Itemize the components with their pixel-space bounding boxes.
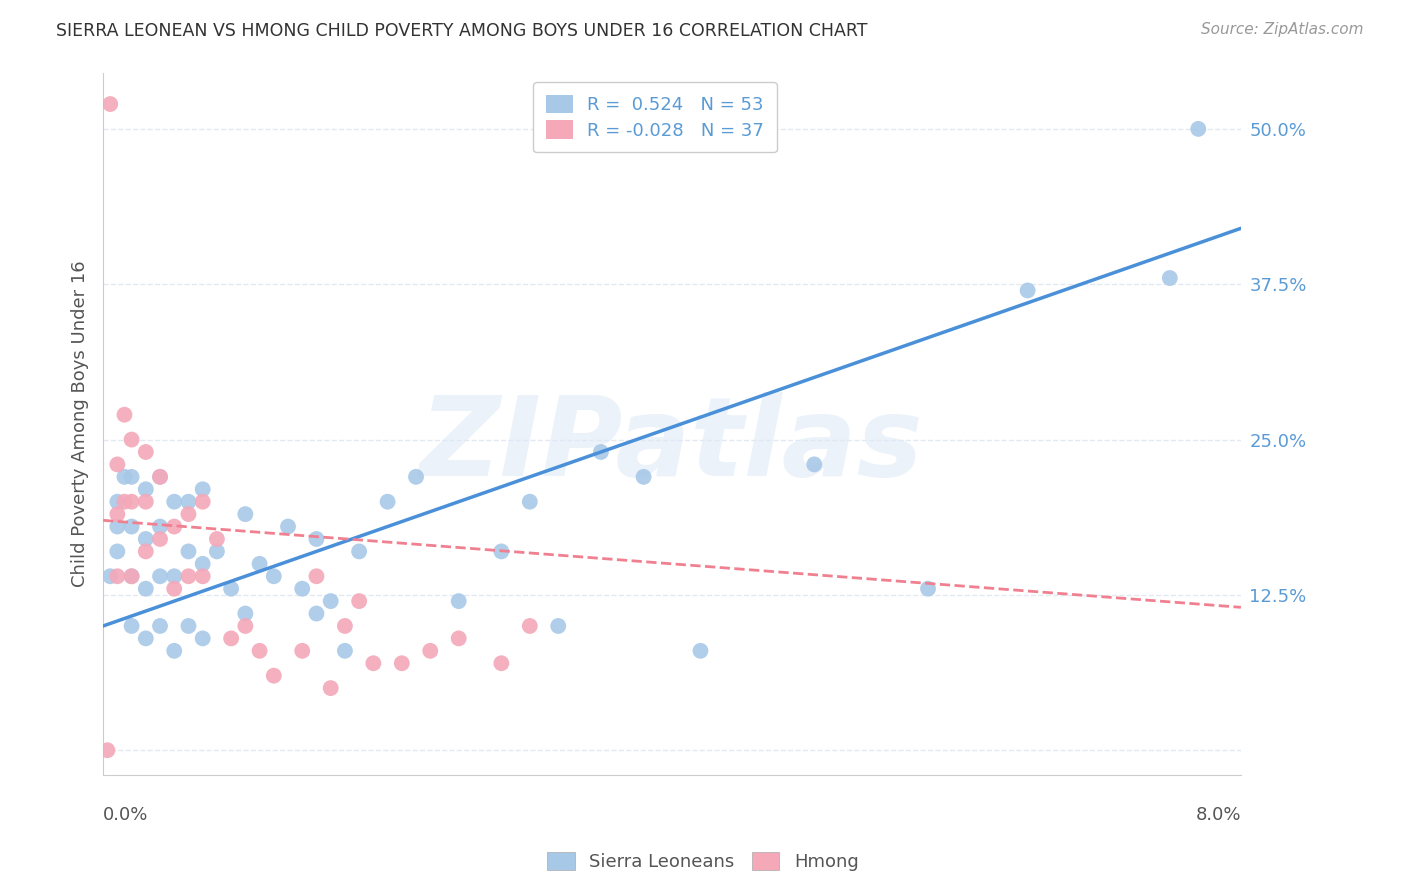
Point	[114, 470, 136, 484]
Point	[96, 743, 118, 757]
Point	[105, 494, 128, 508]
Point	[177, 507, 200, 521]
Point	[105, 519, 128, 533]
Point	[105, 544, 128, 558]
Point	[177, 569, 200, 583]
Point	[135, 494, 157, 508]
Point	[235, 607, 257, 621]
Point	[803, 458, 825, 472]
Point	[121, 494, 143, 508]
Point	[219, 582, 242, 596]
Point	[205, 544, 228, 558]
Point	[163, 644, 186, 658]
Point	[263, 668, 285, 682]
Text: 0.0%: 0.0%	[103, 806, 149, 824]
Point	[205, 532, 228, 546]
Point	[447, 632, 470, 646]
Point	[163, 582, 186, 596]
Point	[491, 657, 513, 671]
Point	[305, 532, 328, 546]
Point	[191, 483, 214, 497]
Point	[305, 607, 328, 621]
Point	[149, 569, 172, 583]
Point	[121, 569, 143, 583]
Point	[105, 458, 128, 472]
Point	[319, 594, 342, 608]
Point	[191, 632, 214, 646]
Point	[163, 494, 186, 508]
Text: 8.0%: 8.0%	[1195, 806, 1241, 824]
Point	[191, 494, 214, 508]
Point	[291, 644, 314, 658]
Point	[135, 445, 157, 459]
Point	[177, 494, 200, 508]
Point	[149, 470, 172, 484]
Point	[305, 569, 328, 583]
Point	[219, 632, 242, 646]
Text: ZIPatlas: ZIPatlas	[420, 392, 924, 499]
Point	[114, 408, 136, 422]
Point	[149, 519, 172, 533]
Point	[263, 569, 285, 583]
Point	[1187, 122, 1209, 136]
Text: SIERRA LEONEAN VS HMONG CHILD POVERTY AMONG BOYS UNDER 16 CORRELATION CHART: SIERRA LEONEAN VS HMONG CHILD POVERTY AM…	[56, 22, 868, 40]
Legend: R =  0.524   N = 53, R = -0.028   N = 37: R = 0.524 N = 53, R = -0.028 N = 37	[533, 82, 776, 153]
Point	[191, 557, 214, 571]
Point	[689, 644, 711, 658]
Point	[1017, 284, 1039, 298]
Point	[363, 657, 385, 671]
Point	[589, 445, 612, 459]
Point	[633, 470, 655, 484]
Point	[114, 494, 136, 508]
Point	[333, 619, 356, 633]
Point	[163, 519, 186, 533]
Text: Source: ZipAtlas.com: Source: ZipAtlas.com	[1201, 22, 1364, 37]
Point	[135, 544, 157, 558]
Point	[163, 569, 186, 583]
Point	[105, 569, 128, 583]
Point	[917, 582, 939, 596]
Point	[121, 619, 143, 633]
Point	[447, 594, 470, 608]
Point	[405, 470, 427, 484]
Y-axis label: Child Poverty Among Boys Under 16: Child Poverty Among Boys Under 16	[72, 260, 89, 587]
Point	[149, 532, 172, 546]
Point	[135, 582, 157, 596]
Point	[547, 619, 569, 633]
Point	[121, 519, 143, 533]
Point	[135, 483, 157, 497]
Point	[333, 644, 356, 658]
Point	[98, 569, 121, 583]
Point	[249, 644, 271, 658]
Point	[135, 632, 157, 646]
Point	[235, 619, 257, 633]
Point	[277, 519, 299, 533]
Point	[121, 470, 143, 484]
Point	[347, 544, 370, 558]
Point	[377, 494, 399, 508]
Point	[105, 507, 128, 521]
Point	[319, 681, 342, 695]
Point	[519, 619, 541, 633]
Point	[391, 657, 413, 671]
Point	[191, 569, 214, 583]
Point	[491, 544, 513, 558]
Point	[121, 569, 143, 583]
Point	[519, 494, 541, 508]
Point	[235, 507, 257, 521]
Point	[347, 594, 370, 608]
Point	[121, 433, 143, 447]
Point	[419, 644, 441, 658]
Point	[177, 619, 200, 633]
Point	[1159, 271, 1181, 285]
Point	[149, 470, 172, 484]
Point	[177, 544, 200, 558]
Point	[149, 619, 172, 633]
Legend: Sierra Leoneans, Hmong: Sierra Leoneans, Hmong	[540, 845, 866, 879]
Point	[291, 582, 314, 596]
Point	[135, 532, 157, 546]
Point	[249, 557, 271, 571]
Point	[98, 97, 121, 112]
